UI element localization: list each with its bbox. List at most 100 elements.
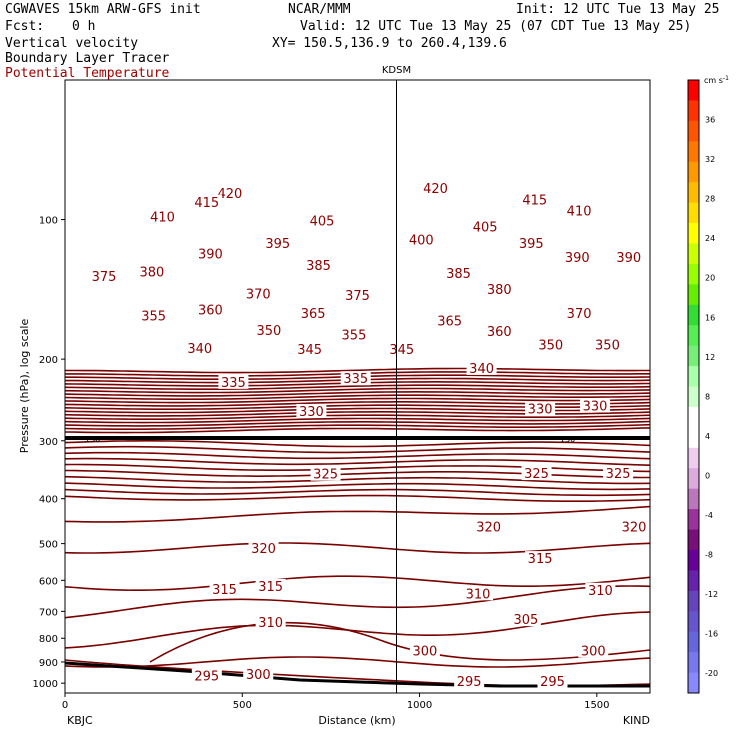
isentrope-line <box>64 414 651 420</box>
isentrope-line <box>64 387 651 394</box>
colorbar: 36 32 28 24 20 16 12 8 4 0 -4 -8 -12 -16 -20 <box>687 79 718 694</box>
isentrope-label: 315 <box>258 580 283 595</box>
colorbar-swatch <box>688 345 699 367</box>
label-bg <box>603 466 634 481</box>
label-bg <box>535 337 566 352</box>
label-bg <box>592 337 623 352</box>
colorbar-label: 16 <box>705 313 715 322</box>
isentrope-line <box>64 585 651 619</box>
isentrope-label: 335 <box>343 372 368 387</box>
colorbar-frame <box>687 79 700 694</box>
isentrope-line <box>64 488 651 497</box>
isentrope-label: 380 <box>139 265 164 280</box>
isentrope-line <box>149 621 651 663</box>
y-tick-label: 500 <box>39 540 58 551</box>
y-axis-label: Pressure (hPa), log scale <box>18 319 31 454</box>
y-tick-label: 300 <box>39 437 58 448</box>
colorbar-swatch <box>688 80 699 101</box>
colorbar-swatch <box>688 304 699 326</box>
label-bg <box>613 249 644 264</box>
colorbar-label: -20 <box>705 669 718 678</box>
colorbar-unit: cm s-1 <box>704 75 729 85</box>
y-tick-label: 400 <box>39 495 58 506</box>
isentrope-label: 330 <box>583 399 608 414</box>
label-bg <box>443 265 474 280</box>
isentrope-label: 320 <box>476 521 501 536</box>
label-bg <box>147 209 178 224</box>
label-bg <box>262 236 293 251</box>
y-tick-label: 600 <box>39 576 58 587</box>
colorbar-label: -4 <box>705 511 713 520</box>
label-bg <box>619 519 650 534</box>
x-tick-label: 0 <box>62 700 68 711</box>
fcst-value: 0 h <box>72 19 96 34</box>
label-bg <box>525 551 556 566</box>
isentrope-line <box>64 394 651 400</box>
label-bg <box>298 306 329 321</box>
isentrope-line <box>64 611 651 649</box>
colorbar-label: 32 <box>705 155 715 164</box>
isentrope-label: 390 <box>565 251 590 266</box>
label-bg <box>303 258 334 273</box>
label-bg <box>218 374 249 389</box>
label-bg <box>243 286 274 301</box>
label-bg <box>195 246 226 261</box>
y-tick-label: 900 <box>39 658 58 669</box>
isentrope-line <box>64 440 651 448</box>
colorbar-label: 28 <box>705 195 715 204</box>
init-time: Init: 12 UTC Tue 13 May 25 <box>516 2 720 17</box>
colorbar-label: 24 <box>705 234 715 243</box>
colorbar-label: -8 <box>705 551 713 560</box>
isentrope-label: 300 <box>412 644 437 659</box>
label-bg <box>454 673 485 688</box>
isentrope-label: 295 <box>540 675 565 690</box>
isentrope-label: 330 <box>528 403 553 418</box>
isentrope-line <box>64 505 651 523</box>
label-bg <box>470 219 501 234</box>
isentrope-label: 305 <box>513 613 538 628</box>
label-bg <box>184 340 215 355</box>
isentrope-label: 365 <box>437 315 462 330</box>
field-potential-temperature: Potential Temperature <box>5 66 170 81</box>
station-kbjc: KBJC <box>67 714 93 727</box>
label-bg <box>473 519 504 534</box>
colorbar-swatch <box>688 223 699 244</box>
isentrope-label: 320 <box>622 521 647 536</box>
isentrope-label: 385 <box>306 259 331 274</box>
isentrope-line <box>64 427 651 434</box>
isentrope-line <box>64 542 651 554</box>
colorbar-swatch <box>688 611 699 633</box>
isentrope-label: 415 <box>194 196 219 211</box>
tracer-label: 150 <box>560 435 575 444</box>
isentrope-line <box>64 445 651 454</box>
colorbar-swatch <box>688 325 699 347</box>
colorbar-swatch <box>688 182 699 204</box>
isentrope-label: 300 <box>581 644 606 659</box>
isentrope-label: 400 <box>409 234 434 249</box>
y-tick-label: 800 <box>39 634 58 645</box>
colorbar-label: -16 <box>705 630 718 639</box>
label-bg <box>519 192 550 207</box>
colorbar-swatch <box>688 141 699 163</box>
label-bg <box>310 466 341 481</box>
colorbar-label: 8 <box>705 392 710 401</box>
isentrope-label: 390 <box>198 248 223 263</box>
isentrope-line <box>64 384 651 390</box>
x-axis-label: Distance (km) <box>318 714 395 727</box>
isentrope-label: 350 <box>595 339 620 354</box>
isentrope-label: 330 <box>299 405 324 420</box>
boundary-layer-tracer: 150 150 <box>64 435 650 688</box>
label-bg <box>434 313 465 328</box>
colorbar-swatch <box>688 590 699 612</box>
isentrope-label: 345 <box>389 343 414 358</box>
isentrope-label: 415 <box>522 194 547 209</box>
isentrope-label: 320 <box>251 542 276 557</box>
isentrope-label: 315 <box>528 552 553 567</box>
colorbar-swatch <box>688 549 699 571</box>
isentrope-label: 375 <box>345 289 370 304</box>
label-bg <box>409 643 440 658</box>
label-bg <box>209 582 240 597</box>
station-kind: KIND <box>623 714 650 727</box>
label-bg <box>420 181 451 196</box>
